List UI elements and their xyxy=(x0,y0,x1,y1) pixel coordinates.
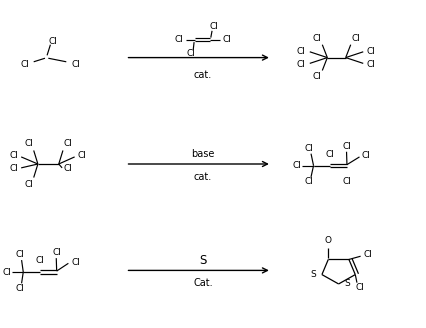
Text: Cl: Cl xyxy=(9,152,18,160)
Text: Cl: Cl xyxy=(222,35,231,44)
Text: Cl: Cl xyxy=(186,49,195,58)
Text: Cl: Cl xyxy=(304,144,313,153)
Text: Cl: Cl xyxy=(363,250,371,259)
Text: Cl: Cl xyxy=(312,72,321,81)
Text: Cl: Cl xyxy=(15,251,24,259)
Text: Cl: Cl xyxy=(35,256,44,265)
Text: Cl: Cl xyxy=(360,152,369,160)
Text: Cl: Cl xyxy=(209,22,218,31)
Text: Cl: Cl xyxy=(312,34,321,43)
Text: cat.: cat. xyxy=(193,172,211,182)
Text: Cl: Cl xyxy=(72,60,81,69)
Text: Cat.: Cat. xyxy=(193,278,212,288)
Text: Cl: Cl xyxy=(296,60,305,69)
Text: Cl: Cl xyxy=(292,161,301,170)
Text: Cl: Cl xyxy=(21,60,30,69)
Text: Cl: Cl xyxy=(366,47,374,56)
Text: Cl: Cl xyxy=(296,47,305,56)
Text: Cl: Cl xyxy=(342,142,351,151)
Text: Cl: Cl xyxy=(71,258,80,267)
Text: S: S xyxy=(310,270,316,279)
Text: Cl: Cl xyxy=(48,37,57,46)
Text: base: base xyxy=(191,149,214,159)
Text: Cl: Cl xyxy=(304,177,313,186)
Text: Cl: Cl xyxy=(15,284,24,293)
Text: Cl: Cl xyxy=(52,248,61,257)
Text: Cl: Cl xyxy=(325,150,334,159)
Text: Cl: Cl xyxy=(342,177,351,186)
Text: cat.: cat. xyxy=(193,70,211,80)
Text: Cl: Cl xyxy=(3,268,12,277)
Text: Cl: Cl xyxy=(24,138,33,148)
Text: Cl: Cl xyxy=(351,34,360,43)
Text: Cl: Cl xyxy=(63,138,72,148)
Text: S: S xyxy=(199,254,206,267)
Text: Cl: Cl xyxy=(174,35,183,44)
Text: Cl: Cl xyxy=(24,180,33,190)
Text: Cl: Cl xyxy=(9,164,18,173)
Text: S: S xyxy=(343,279,349,288)
Text: Cl: Cl xyxy=(366,60,374,69)
Text: Cl: Cl xyxy=(354,283,363,292)
Text: Cl: Cl xyxy=(78,152,86,160)
Text: Cl: Cl xyxy=(63,164,72,173)
Text: O: O xyxy=(324,236,331,245)
